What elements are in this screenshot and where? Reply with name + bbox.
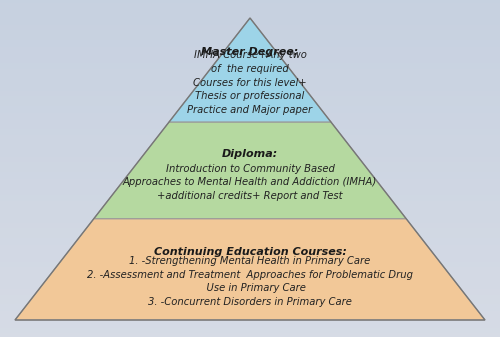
- Polygon shape: [169, 18, 331, 122]
- Polygon shape: [94, 122, 406, 219]
- Text: IMHA Course+Any two
of  the required
Courses for this level+
Thesis or professio: IMHA Course+Any two of the required Cour…: [188, 51, 312, 115]
- Text: Master Degree:: Master Degree:: [202, 48, 298, 57]
- Text: 1. -Strengthening Mental Health in Primary Care
2. -Assessment and Treatment  Ap: 1. -Strengthening Mental Health in Prima…: [87, 256, 413, 307]
- Polygon shape: [15, 219, 485, 320]
- Text: Continuing Education Courses:: Continuing Education Courses:: [154, 247, 346, 257]
- Text: Diploma:: Diploma:: [222, 149, 278, 159]
- Text: Introduction to Community Based
Approaches to Mental Health and Addiction (IMHA): Introduction to Community Based Approach…: [123, 163, 377, 201]
